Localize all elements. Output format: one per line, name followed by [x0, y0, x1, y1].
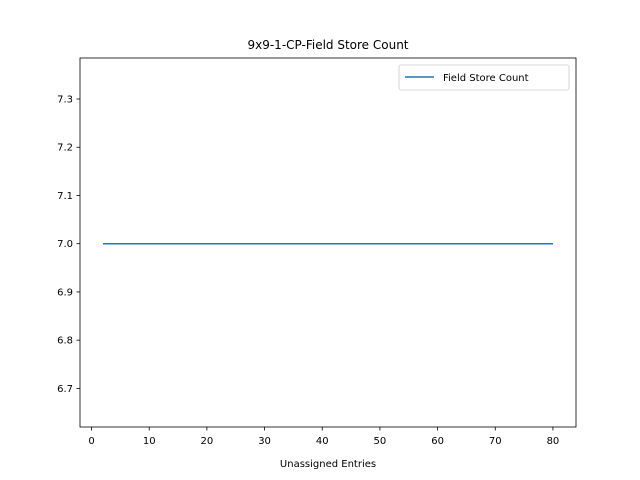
plot-frame [79, 57, 577, 428]
y-tick-label: 7.0 [57, 239, 73, 250]
x-tick-label: 10 [143, 436, 156, 447]
legend-label-field-store-count: Field Store Count [443, 73, 529, 84]
legend: Field Store Count [398, 64, 570, 91]
y-tick-label: 6.8 [57, 336, 73, 347]
y-tick-label: 7.3 [57, 95, 73, 106]
y-tick-label: 6.7 [57, 384, 73, 395]
y-tick-label: 7.2 [57, 143, 73, 154]
x-tick-label: 30 [258, 436, 271, 447]
plot-area: 0 10 20 30 40 50 60 70 80 6.7 6.8 6.9 7.0 7.1 7.2 7.3 [57, 57, 577, 447]
y-axis-ticks: 6.7 6.8 6.9 7.0 7.1 7.2 7.3 [57, 95, 80, 395]
y-tick-label: 6.9 [57, 287, 73, 298]
x-tick-label: 70 [489, 436, 502, 447]
x-tick-label: 50 [374, 436, 387, 447]
x-tick-label: 40 [316, 436, 329, 447]
x-tick-label: 80 [547, 436, 560, 447]
x-tick-label: 0 [88, 436, 94, 447]
x-tick-label: 20 [201, 436, 214, 447]
x-axis-label: Unassigned Entries [280, 459, 376, 470]
legend-box [398, 64, 570, 91]
y-tick-label: 7.1 [57, 191, 73, 202]
x-axis-ticks: 0 10 20 30 40 50 60 70 80 [88, 427, 559, 447]
x-tick-label: 60 [431, 436, 444, 447]
chart-title: 9x9-1-CP-Field Store Count [247, 38, 408, 52]
